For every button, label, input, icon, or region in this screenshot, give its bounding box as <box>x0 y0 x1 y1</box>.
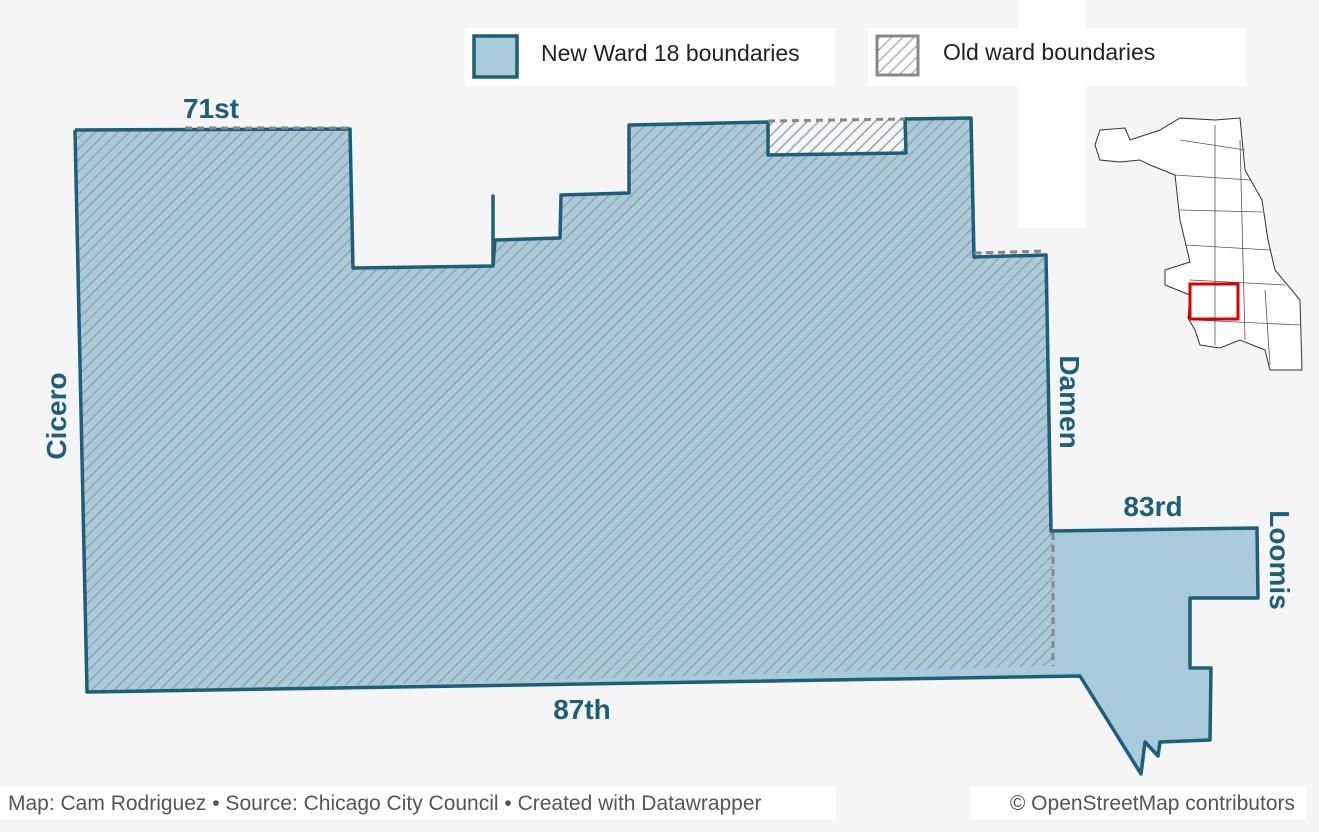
legend-label: New Ward 18 boundaries <box>541 40 800 66</box>
street-label: Cicero <box>41 372 72 459</box>
old-edge <box>973 249 1047 255</box>
legend-swatch <box>875 34 920 77</box>
footer-box <box>970 787 1306 819</box>
ward-line <box>1194 319 1301 326</box>
street-label: 83rd <box>1123 491 1182 522</box>
legend-box <box>1018 28 1246 86</box>
city-outline <box>1094 117 1303 371</box>
ward-lines <box>1174 125 1301 366</box>
ward-line <box>1179 139 1246 151</box>
street-label: Loomis <box>1264 510 1295 610</box>
ward-line <box>1239 139 1246 341</box>
locator-highlight <box>1188 282 1240 321</box>
street-label: Damen <box>1054 355 1085 448</box>
ward-line <box>1174 174 1251 181</box>
credit: Map: Cam Rodriguez • Source: Chicago Cit… <box>8 792 762 815</box>
locator-map <box>1086 110 1314 382</box>
ward-line <box>1179 209 1263 213</box>
street-label: 71st <box>183 93 239 124</box>
ward-line <box>1184 244 1271 251</box>
old-ward-area <box>75 118 1053 692</box>
attribution: © OpenStreetMap contributors <box>1010 792 1295 815</box>
legend-label: Old ward boundaries <box>943 39 1155 65</box>
legend-box <box>465 28 835 86</box>
legend-swatch <box>472 34 519 79</box>
old-edge <box>767 117 906 123</box>
new-ward-outline <box>73 116 1260 776</box>
old-ward-outline <box>185 117 1055 666</box>
footer-box <box>0 787 836 819</box>
street-label: 87th <box>553 694 611 725</box>
ward-line <box>1264 289 1271 366</box>
